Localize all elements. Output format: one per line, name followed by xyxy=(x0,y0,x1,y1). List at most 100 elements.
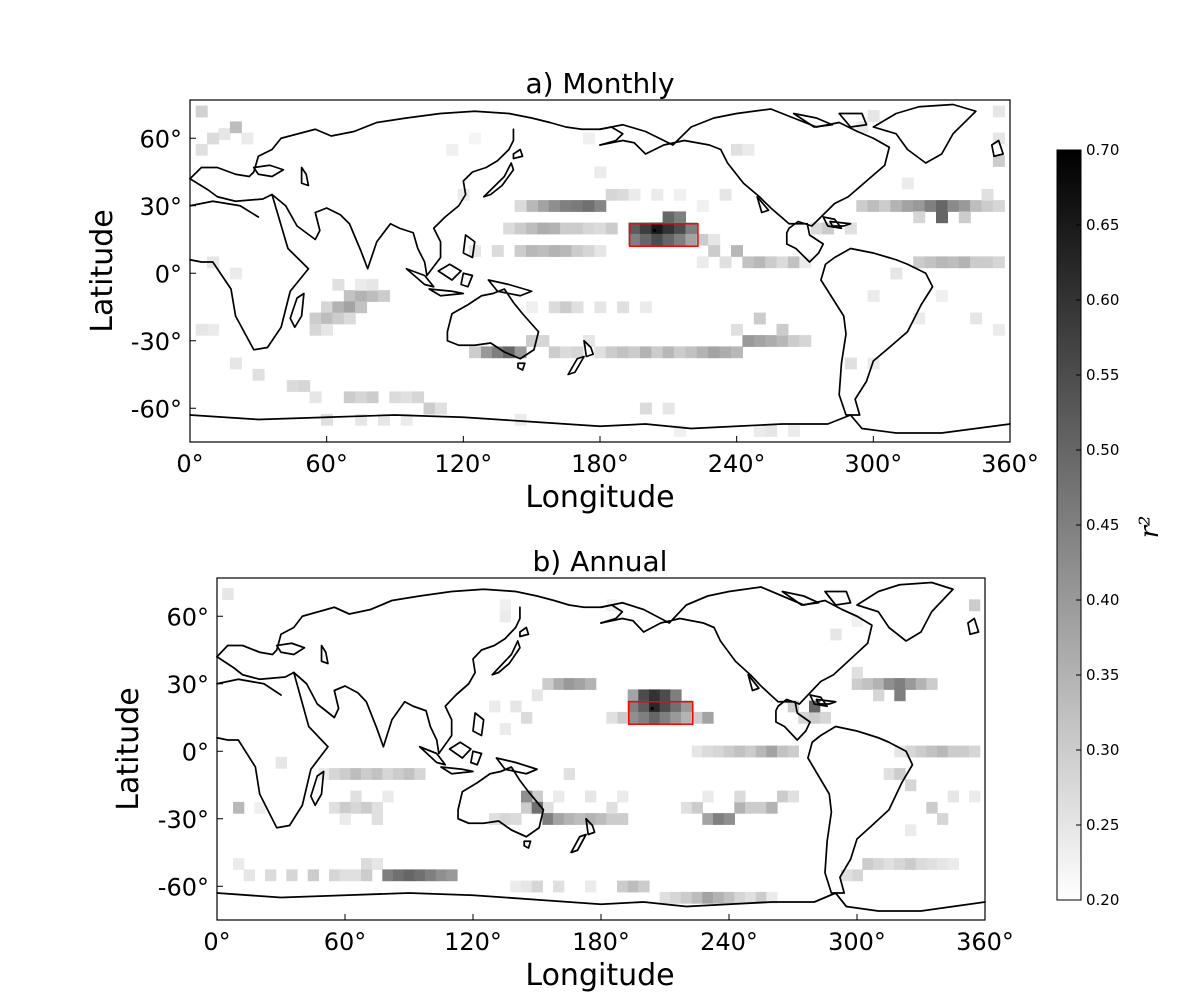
heatmap-cell xyxy=(343,301,356,314)
heatmap-cell xyxy=(521,880,533,893)
heatmap-cell xyxy=(286,869,298,882)
heatmap-cell xyxy=(371,858,383,870)
colorbar-label: r² xyxy=(1135,516,1165,539)
heatmap-cell xyxy=(731,346,743,359)
heatmap-cell xyxy=(890,267,903,280)
heatmap-cell xyxy=(765,425,778,437)
heatmap-cell xyxy=(969,745,981,758)
heatmap-cell xyxy=(992,105,1005,118)
heatmap-cell xyxy=(510,880,522,893)
heatmap-cell xyxy=(670,700,682,713)
heatmap-cell xyxy=(851,666,863,679)
heatmap-cell xyxy=(275,756,287,769)
x-ticks: 0° 60° 120° 180° 240° 300° 360° xyxy=(176,436,1039,478)
heatmap-cell xyxy=(627,689,639,702)
heatmap-cell xyxy=(670,711,682,724)
heatmap-cell xyxy=(659,891,671,904)
heatmap-cell xyxy=(777,745,789,758)
heatmap-cell xyxy=(628,233,641,246)
heatmap-cell xyxy=(841,869,853,882)
heatmap-cell xyxy=(582,200,595,212)
heatmap-cell xyxy=(526,222,538,235)
y-tick-label: 60° xyxy=(139,125,182,153)
heatmap-cell xyxy=(321,301,333,314)
heatmap-cell xyxy=(585,790,597,803)
heatmap-cell xyxy=(894,768,906,780)
heatmap-cell xyxy=(332,301,345,314)
heatmap-cell xyxy=(195,143,208,156)
y-tick-label: -60° xyxy=(131,395,182,423)
heatmap-cell xyxy=(649,711,661,724)
heatmap-cell xyxy=(723,745,735,758)
heatmap-cell xyxy=(617,813,629,825)
heatmap-cell xyxy=(606,813,618,825)
x-tick-label: 240° xyxy=(700,928,758,956)
heatmap-cell xyxy=(595,813,607,825)
heatmap-cell xyxy=(499,723,511,735)
heatmap-cell xyxy=(947,790,959,803)
heatmap-cell xyxy=(776,323,789,336)
highlight-box xyxy=(628,223,699,247)
heatmap-cell xyxy=(321,323,333,336)
heatmap-cell xyxy=(377,413,390,426)
heatmap-cell xyxy=(696,200,709,212)
heatmap-cell xyxy=(548,301,561,314)
heatmap-cell xyxy=(514,200,527,212)
heatmap-cell xyxy=(605,222,618,235)
heatmap-cell xyxy=(708,233,721,246)
x-tick-label: 120° xyxy=(434,450,492,478)
heatmap-cell xyxy=(594,166,607,179)
heatmap-cell xyxy=(560,346,573,359)
heatmap-cell xyxy=(617,188,630,201)
heatmap-cell xyxy=(510,813,522,825)
heatmap-cell xyxy=(435,869,447,882)
heatmap-cell xyxy=(560,200,573,212)
heatmap-cell xyxy=(574,813,586,825)
heatmap-cell xyxy=(970,200,983,212)
heatmap-cell xyxy=(713,891,725,904)
heatmap-cell xyxy=(856,200,869,212)
heatmap-cell xyxy=(696,233,709,246)
heatmap-cell xyxy=(723,891,735,904)
heatmap-cell xyxy=(883,678,895,690)
heatmap-cell xyxy=(844,222,857,235)
heatmap-cell xyxy=(229,357,242,370)
heatmap-cell xyxy=(810,222,823,235)
heatmap-cell xyxy=(393,869,405,882)
y-axis-label: Latitude xyxy=(111,687,146,810)
heatmap-cell xyxy=(696,346,709,359)
heatmap-cell xyxy=(350,801,362,814)
heatmap-cell xyxy=(617,790,629,803)
heatmap-cell xyxy=(542,801,554,814)
x-tick-label: 60° xyxy=(305,450,348,478)
heatmap-cell xyxy=(548,222,561,235)
heatmap-cell xyxy=(702,711,714,724)
heatmap-cell xyxy=(229,267,242,280)
heatmap-cell xyxy=(400,413,413,426)
heatmap-cell xyxy=(992,132,1005,145)
heatmap-cell xyxy=(685,233,698,246)
heatmap-cell xyxy=(958,256,971,269)
x-axis-label: Longitude xyxy=(525,958,674,993)
heatmap-cell xyxy=(638,689,650,702)
heatmap-cell xyxy=(594,222,607,235)
x-tick-label: 300° xyxy=(828,928,886,956)
heatmap-cell xyxy=(894,678,906,690)
heatmap-cell xyxy=(691,891,703,904)
heatmap-cell xyxy=(936,290,948,302)
heatmap-cell xyxy=(937,745,949,758)
heatmap-cell xyxy=(659,689,671,702)
heatmap-cell xyxy=(719,188,732,201)
heatmap-cell xyxy=(992,323,1005,336)
heatmap-cell xyxy=(382,790,394,803)
heatmap-cell xyxy=(681,801,693,814)
heatmap-cell xyxy=(685,222,698,235)
colorbar-ticks: 0.70 0.65 0.60 0.55 0.50 0.45 0.40 0.35 0.30 0.25… xyxy=(1076,141,1119,909)
heatmap-cell xyxy=(286,380,299,392)
y-tick-label: 0° xyxy=(155,260,182,288)
region-box xyxy=(627,701,694,725)
heatmap-cell xyxy=(819,711,831,724)
heatmap-cell xyxy=(799,256,812,269)
heatmap-cell xyxy=(638,880,650,893)
heatmap-cell xyxy=(489,700,501,713)
